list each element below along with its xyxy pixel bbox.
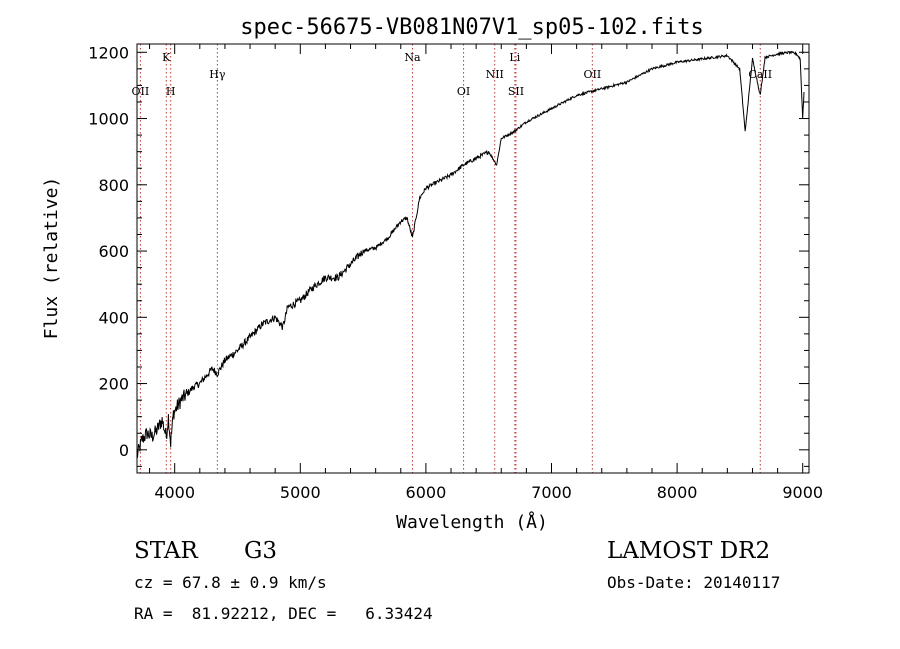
marker-label: Li: [509, 51, 520, 64]
marker-label: OII: [583, 68, 601, 81]
y-tick-label: 800: [98, 176, 129, 195]
y-tick-label: 600: [98, 242, 129, 261]
x-tick-label: 4000: [154, 483, 195, 502]
emission-line-markers: OII K H Hγ Na OI NII Li SII OII CaII: [132, 44, 772, 473]
y-tick-label: 1200: [88, 43, 129, 62]
y-tick-label: 200: [98, 375, 129, 394]
spectrum-line: [136, 50, 805, 458]
coordinates: RA = 81.92212, DEC = 6.33424: [134, 604, 433, 623]
y-tick-label: 1000: [88, 110, 129, 129]
marker-label: NII: [486, 68, 504, 81]
x-tick-label: 9000: [782, 483, 823, 502]
marker-label: K: [162, 51, 171, 64]
marker-label: OI: [457, 85, 470, 98]
plot-frame: [136, 43, 810, 474]
subclass: G3: [244, 538, 278, 564]
marker-label: H: [166, 85, 176, 98]
chart-title: spec-56675-VB081N07V1_sp05-102.fits: [240, 15, 704, 40]
object-class: STAR: [134, 538, 198, 564]
marker-label: Na: [404, 51, 421, 64]
y-axis-label: Flux (relative): [41, 177, 62, 340]
x-tick-label: 8000: [657, 483, 698, 502]
marker-label: SII: [508, 85, 524, 98]
x-tick-label: 5000: [280, 483, 321, 502]
obs-date: Obs-Date: 20140117: [607, 573, 781, 592]
redshift-info: cz = 67.8 ± 0.9 km/s: [134, 573, 327, 592]
axes: 4000 5000 6000 7000 8000 9000 0 200 400 600 800 100…: [88, 43, 823, 502]
marker-label: Hγ: [209, 68, 226, 81]
survey-name: LAMOST DR2: [607, 538, 771, 564]
x-axis-label: Wavelength (Å): [396, 511, 548, 533]
y-tick-label: 400: [98, 308, 129, 327]
marker-label: OII: [132, 85, 150, 98]
x-tick-label: 6000: [406, 483, 447, 502]
x-tick-label: 7000: [531, 483, 572, 502]
y-tick-label: 0: [119, 441, 129, 460]
marker-label: CaII: [748, 68, 772, 81]
